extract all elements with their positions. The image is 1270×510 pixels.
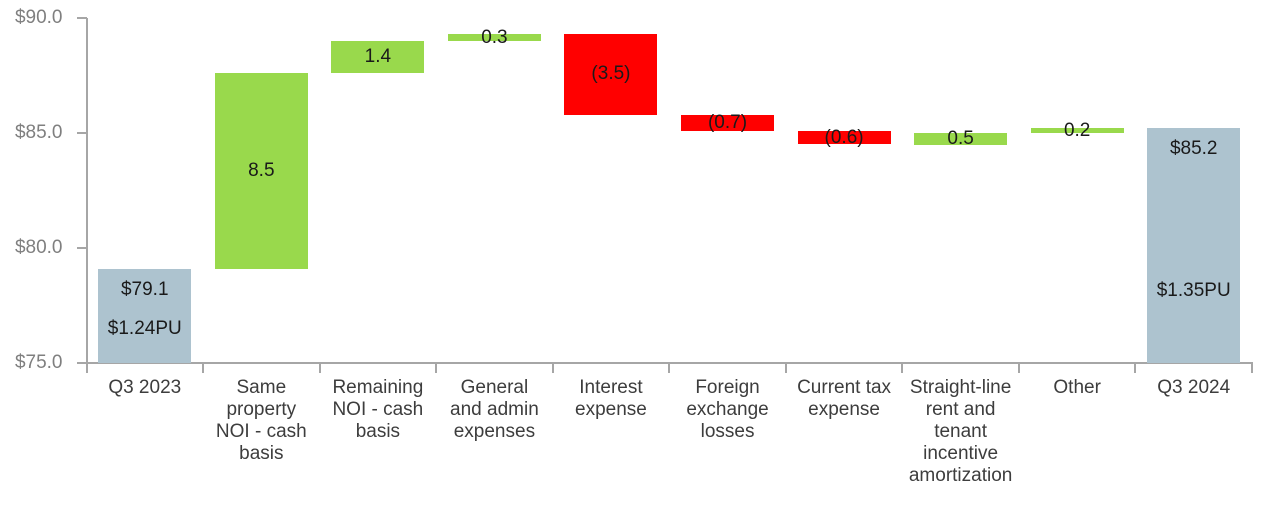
x-axis-tick-mark bbox=[435, 363, 438, 373]
bar-value-label: (0.7) bbox=[707, 111, 748, 133]
x-axis-category-label: Remaining NOI - cash basis bbox=[332, 377, 424, 442]
y-axis-tick-label: $75.0 bbox=[14, 352, 63, 373]
y-axis-line bbox=[85, 18, 88, 373]
waterfall-bar-total bbox=[1147, 128, 1241, 363]
waterfall-bar-increase bbox=[1030, 128, 1124, 133]
waterfall-bar-decrease bbox=[681, 114, 775, 131]
waterfall-bar-decrease bbox=[564, 34, 658, 115]
x-axis-tick-mark bbox=[1134, 363, 1137, 373]
x-axis-category-label: General and admin expenses bbox=[450, 377, 539, 442]
y-axis-tick-mark bbox=[76, 17, 87, 19]
x-axis-tick-mark bbox=[668, 363, 671, 373]
x-axis-tick-mark bbox=[901, 363, 904, 373]
waterfall-bar-increase bbox=[447, 34, 541, 41]
bar-value-label: 0.3 bbox=[481, 26, 508, 48]
x-axis-category-label: Same property NOI - cash basis bbox=[215, 377, 307, 464]
bar-per-unit-label: $1.35PU bbox=[1156, 280, 1231, 302]
bar-value-label: 0.2 bbox=[1063, 119, 1091, 141]
x-axis-tick-mark bbox=[85, 363, 88, 373]
bar-total-value-label: $79.1 bbox=[120, 278, 169, 300]
y-axis-tick-mark bbox=[76, 247, 87, 249]
x-axis-tick-mark bbox=[1251, 363, 1253, 373]
y-axis-tick-label: $80.0 bbox=[14, 237, 63, 258]
y-axis-tick-mark bbox=[76, 362, 87, 364]
bar-value-label: (3.5) bbox=[591, 63, 631, 85]
bar-value-label: 0.5 bbox=[947, 127, 974, 149]
x-axis-category-label: Other bbox=[1053, 377, 1101, 398]
y-axis-tick-mark bbox=[76, 132, 87, 134]
x-axis-category-label: Current tax expense bbox=[797, 377, 892, 420]
x-axis-category-label: Interest expense bbox=[575, 377, 647, 420]
y-axis-tick-label: $90.0 bbox=[14, 7, 63, 28]
x-axis-category-label: Q3 2024 bbox=[1157, 377, 1231, 398]
bar-per-unit-label: $1.24PU bbox=[107, 317, 182, 339]
waterfall-bar-increase bbox=[331, 41, 425, 74]
waterfall-bar-total bbox=[98, 268, 192, 363]
x-axis-category-label: Foreign exchange losses bbox=[686, 377, 769, 442]
waterfall-bar-decrease bbox=[797, 130, 891, 145]
x-axis-tick-mark bbox=[202, 363, 205, 373]
bar-total-value-label: $85.2 bbox=[1169, 138, 1218, 160]
bar-value-label: 8.5 bbox=[248, 159, 275, 181]
x-axis-tick-mark bbox=[318, 363, 321, 373]
waterfall-bar-increase bbox=[214, 73, 308, 269]
x-axis-tick-mark bbox=[1017, 363, 1020, 373]
x-axis-category-label: Q3 2023 bbox=[108, 377, 182, 398]
bar-value-label: 1.4 bbox=[364, 46, 392, 68]
waterfall-bar-increase bbox=[914, 133, 1008, 145]
y-axis-tick-label: $85.0 bbox=[14, 122, 63, 143]
bar-value-label: (0.6) bbox=[824, 126, 864, 148]
x-axis-tick-mark bbox=[784, 363, 787, 373]
x-axis-tick-mark bbox=[551, 363, 554, 373]
x-axis-category-label: Straight-line rent and tenant incentive … bbox=[908, 377, 1013, 486]
